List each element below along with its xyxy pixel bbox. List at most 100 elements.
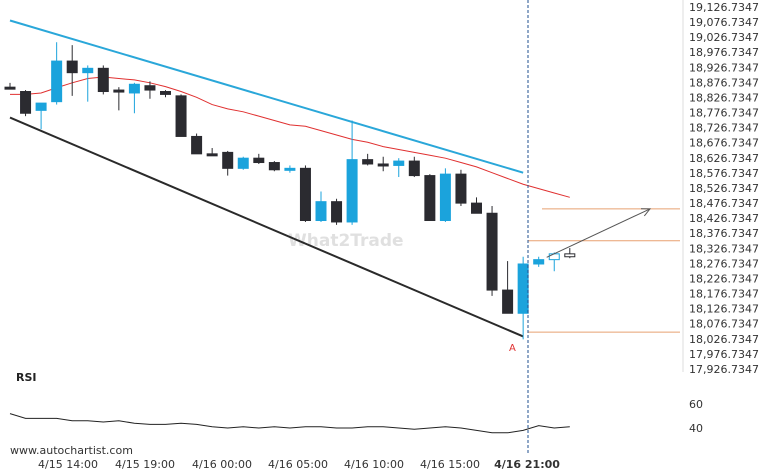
candle	[408, 156, 420, 178]
candle-body	[346, 159, 358, 223]
time-axis: 4/15 14:00 4/15 19:00 4/16 00:00 4/16 05:00…	[38, 458, 560, 471]
candle	[517, 256, 529, 340]
candle	[206, 148, 218, 157]
candle-body	[439, 173, 451, 222]
candle	[346, 120, 358, 225]
channel-upper-line	[9, 19, 524, 174]
channel-lines	[9, 19, 524, 338]
candle-body	[393, 160, 405, 166]
candle	[253, 153, 265, 164]
candle	[299, 165, 311, 222]
candle-body	[517, 263, 529, 314]
price-tick-label: 18,776.7347	[689, 107, 759, 120]
price-tick-label: 18,426.7347	[689, 212, 759, 225]
candle-body	[253, 157, 265, 164]
candle	[175, 94, 187, 137]
price-levels	[528, 208, 680, 333]
candle	[35, 102, 47, 130]
candle-body	[502, 289, 514, 314]
candle-body	[4, 86, 16, 90]
candle-body	[299, 167, 311, 222]
price-tick-label: 18,826.7347	[689, 91, 759, 104]
rsi-tick-label: 40	[689, 422, 703, 435]
candle	[331, 198, 343, 225]
price-axis: 19,126.7347 19,076.7347 19,026.7347 18,976.…	[689, 1, 759, 376]
candle-body	[362, 159, 374, 165]
candle-body	[331, 201, 343, 223]
price-tick-label: 18,126.7347	[689, 303, 759, 316]
candle	[237, 156, 249, 170]
candle	[66, 45, 78, 96]
watermark-logo: What2Trade	[288, 231, 404, 251]
time-tick-label: 4/16 10:00	[344, 458, 404, 471]
price-tick-label: 19,126.7347	[689, 1, 759, 14]
time-tick-label: 4/16 05:00	[268, 458, 328, 471]
candle	[315, 191, 327, 222]
price-tick-label: 18,026.7347	[689, 333, 759, 346]
candle-body	[35, 102, 47, 111]
forecast-arrow	[546, 208, 652, 258]
candle-body	[206, 153, 218, 157]
price-tick-label: 18,476.7347	[689, 197, 759, 210]
candle	[160, 90, 171, 98]
candle-body	[97, 67, 109, 93]
breakout-marker: A	[509, 343, 516, 354]
candle-body	[66, 60, 78, 74]
rsi-line	[9, 413, 570, 434]
candle	[222, 150, 234, 176]
moving-average-line	[10, 76, 570, 198]
candle-body	[268, 162, 280, 171]
source-label: www.autochartist.com	[10, 444, 133, 457]
price-tick-label: 18,976.7347	[689, 46, 759, 59]
forecast-arrow-line	[546, 208, 651, 258]
price-tick-label: 18,676.7347	[689, 137, 759, 150]
price-tick-label: 18,376.7347	[689, 227, 759, 240]
candle-body	[144, 85, 156, 91]
price-tick-label: 18,176.7347	[689, 288, 759, 301]
forecast-arrow-head	[640, 208, 652, 217]
candle	[284, 165, 296, 173]
candle	[502, 261, 514, 314]
channel-lower-line	[9, 116, 524, 338]
candle-body	[160, 91, 171, 95]
candle-body	[113, 89, 125, 93]
candle	[533, 256, 545, 267]
candle-body	[471, 202, 482, 214]
price-tick-label: 18,926.7347	[689, 61, 759, 74]
time-tick-label: 4/15 14:00	[38, 458, 98, 471]
candle-body	[424, 175, 436, 222]
price-tick-label: 18,326.7347	[689, 242, 759, 255]
price-tick-label: 18,876.7347	[689, 76, 759, 89]
candle-body	[548, 253, 560, 261]
candle	[20, 90, 32, 117]
price-tick-label: 19,076.7347	[689, 16, 759, 29]
candle	[486, 206, 498, 296]
time-tick-label: 4/16 21:00	[494, 458, 560, 471]
rsi-title: RSI	[16, 371, 37, 384]
candle	[455, 169, 467, 207]
rsi-panel: 60 40	[9, 398, 703, 435]
price-tick-label: 18,226.7347	[689, 272, 759, 285]
candle-body	[486, 212, 498, 291]
candle-body	[20, 91, 32, 114]
candle-body	[284, 167, 296, 171]
price-tick-label: 18,526.7347	[689, 182, 759, 195]
candle	[191, 133, 203, 155]
candle-body	[82, 67, 94, 74]
candle	[128, 82, 140, 114]
candle-body	[191, 135, 203, 155]
candle-body	[408, 160, 420, 177]
candles	[4, 42, 576, 340]
time-tick-label: 4/16 00:00	[192, 458, 252, 471]
price-tick-label: 17,926.7347	[689, 363, 759, 376]
candle	[393, 158, 405, 178]
price-tick-label: 18,626.7347	[689, 152, 759, 165]
moving-average	[10, 76, 570, 198]
price-tick-label: 18,076.7347	[689, 318, 759, 331]
candle-body	[564, 253, 576, 258]
candle	[144, 81, 156, 99]
candle	[564, 248, 576, 259]
candle	[471, 197, 482, 214]
candle	[424, 174, 436, 222]
